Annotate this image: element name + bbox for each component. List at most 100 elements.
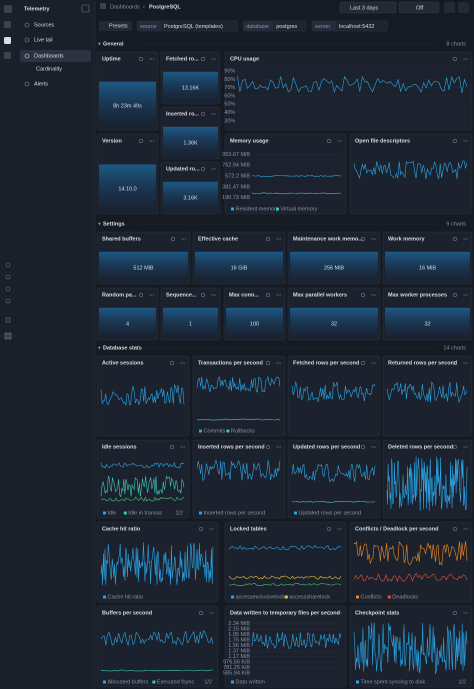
legend-label: Commits [204,428,226,434]
panel-menu-dot [339,528,341,530]
stat-value: 16 GiB [231,265,248,271]
panel-menu-dot [466,58,468,60]
series-line [237,75,468,94]
nav-item[interactable]: Live tail [34,37,53,43]
panel-title: CPU usage [230,56,259,62]
icon-button[interactable] [458,2,469,13]
y-axis-label: 90% [224,69,235,75]
panel-info [169,360,175,366]
panel-info [200,56,206,62]
legend-pager[interactable]: 1/2 [458,679,466,685]
panel-bg [224,521,347,603]
panel-title: Uptime [102,56,121,62]
panel-menu-dot [149,140,151,142]
panel: Data written to temporary files per seco… [223,605,347,688]
time-range[interactable]: Last 3 days [350,5,378,11]
y-axis-label: 1.37 MiB [228,649,250,655]
nav-item[interactable]: Sources [34,22,54,28]
panel-menu-dot [214,113,216,115]
panel-info [170,236,176,242]
panel-menu-dot [463,238,465,240]
legend-swatch [226,429,230,433]
legend-label: Rollbacks [231,428,255,434]
filter-key: source [140,24,157,30]
panel-info [326,610,332,616]
panel-title: Idle sessions [102,444,137,450]
refresh-button[interactable] [398,1,440,14]
panel-menu-dot [211,528,213,530]
panel-menu-dot [340,140,342,142]
legend-label: Conflicts [361,594,382,600]
y-axis-label: 190.73 MiB [222,195,250,201]
panel-title: Returned rows per second [388,360,457,366]
panel-info [360,360,366,366]
legend-swatch [152,680,156,684]
panel-title: Shared buffers [102,236,141,242]
stat-value: 32 [424,321,430,327]
panel-bg [192,439,286,519]
brand: Telemetry [24,6,51,12]
panel-menu-dot [463,362,465,364]
stat-bg [290,251,378,282]
section-title[interactable]: Settings [103,221,125,227]
panel-title: Random pa... [102,292,137,298]
panel: Inserted ro... 1.36K [160,106,221,160]
panel-menu-dot [463,446,465,448]
panel-menu-dot [151,58,153,60]
legend-swatch [123,511,127,515]
panel-bg [192,355,286,437]
nav-item[interactable]: Cardinality [36,66,62,72]
presets-button[interactable] [99,21,132,31]
panel-menu-dot [211,58,213,60]
section-title[interactable]: Database stats [103,345,142,351]
panel-title: Open file descriptors [355,138,410,144]
y-axis-label: 381.47 MiB [222,184,250,190]
refresh[interactable]: Off [416,5,424,11]
legend-label: Allocated buffers [108,679,149,685]
nav-item[interactable]: Alerts [34,81,48,87]
legend-label: Time spent syncing to disk [361,679,426,685]
section-count: 14 charts [443,345,466,351]
panel-menu-dot [276,238,278,240]
panel-menu-dot [149,294,151,296]
section-title[interactable]: General [103,41,124,47]
panel-menu-dot [339,612,341,614]
breadcrumb-current: PostgreSQL [149,4,181,10]
legend-swatch [231,595,234,599]
y-axis-label: 2.34 MiB [228,621,250,627]
icon-button[interactable] [444,2,455,13]
y-axis-label: 1.56 MiB [228,643,250,649]
panel-title: Data written to temporary files per seco… [230,610,340,616]
stat-bg [226,307,283,338]
panel: Returned rows per second [382,355,473,437]
panel-menu-dot [465,528,467,530]
legend-swatch [284,595,288,599]
panel-menu-dot [463,140,465,142]
nav-item[interactable]: Dashboards [34,53,64,59]
breadcrumb[interactable]: Dashboards [110,4,140,10]
series-line [100,475,185,498]
time-range-button[interactable] [339,1,397,14]
panel-menu-dot [465,58,467,60]
panel: Deleted rows per second [382,439,473,519]
panel-info [452,610,458,616]
series-line [228,575,342,580]
legend-label: Executed fsync [157,679,195,685]
presets-label[interactable]: Presets [109,23,128,29]
panel-info [452,526,458,532]
panel-menu-dot [212,612,214,614]
panel-info [360,292,366,298]
panel-info [452,360,458,366]
legend-pager[interactable]: 1/2 [204,679,212,685]
stat-bg [195,251,283,282]
legend-pager[interactable]: 1/2 [175,510,183,516]
filter-key: server [315,24,330,30]
panel: Locked tables accessexclusivelock accesssh… [224,521,347,603]
series-line [291,381,376,402]
panel-title: Sequence... [166,292,197,298]
series-line [353,622,468,675]
panel-info [265,360,271,366]
panel: Work memory 16 MiB [382,231,473,285]
panel: Idle sessions Idle Idle in transac 1/2 [96,439,190,519]
panel: CPU usage 90% 80% 70% 60% 50% 40% 30% [224,51,473,131]
